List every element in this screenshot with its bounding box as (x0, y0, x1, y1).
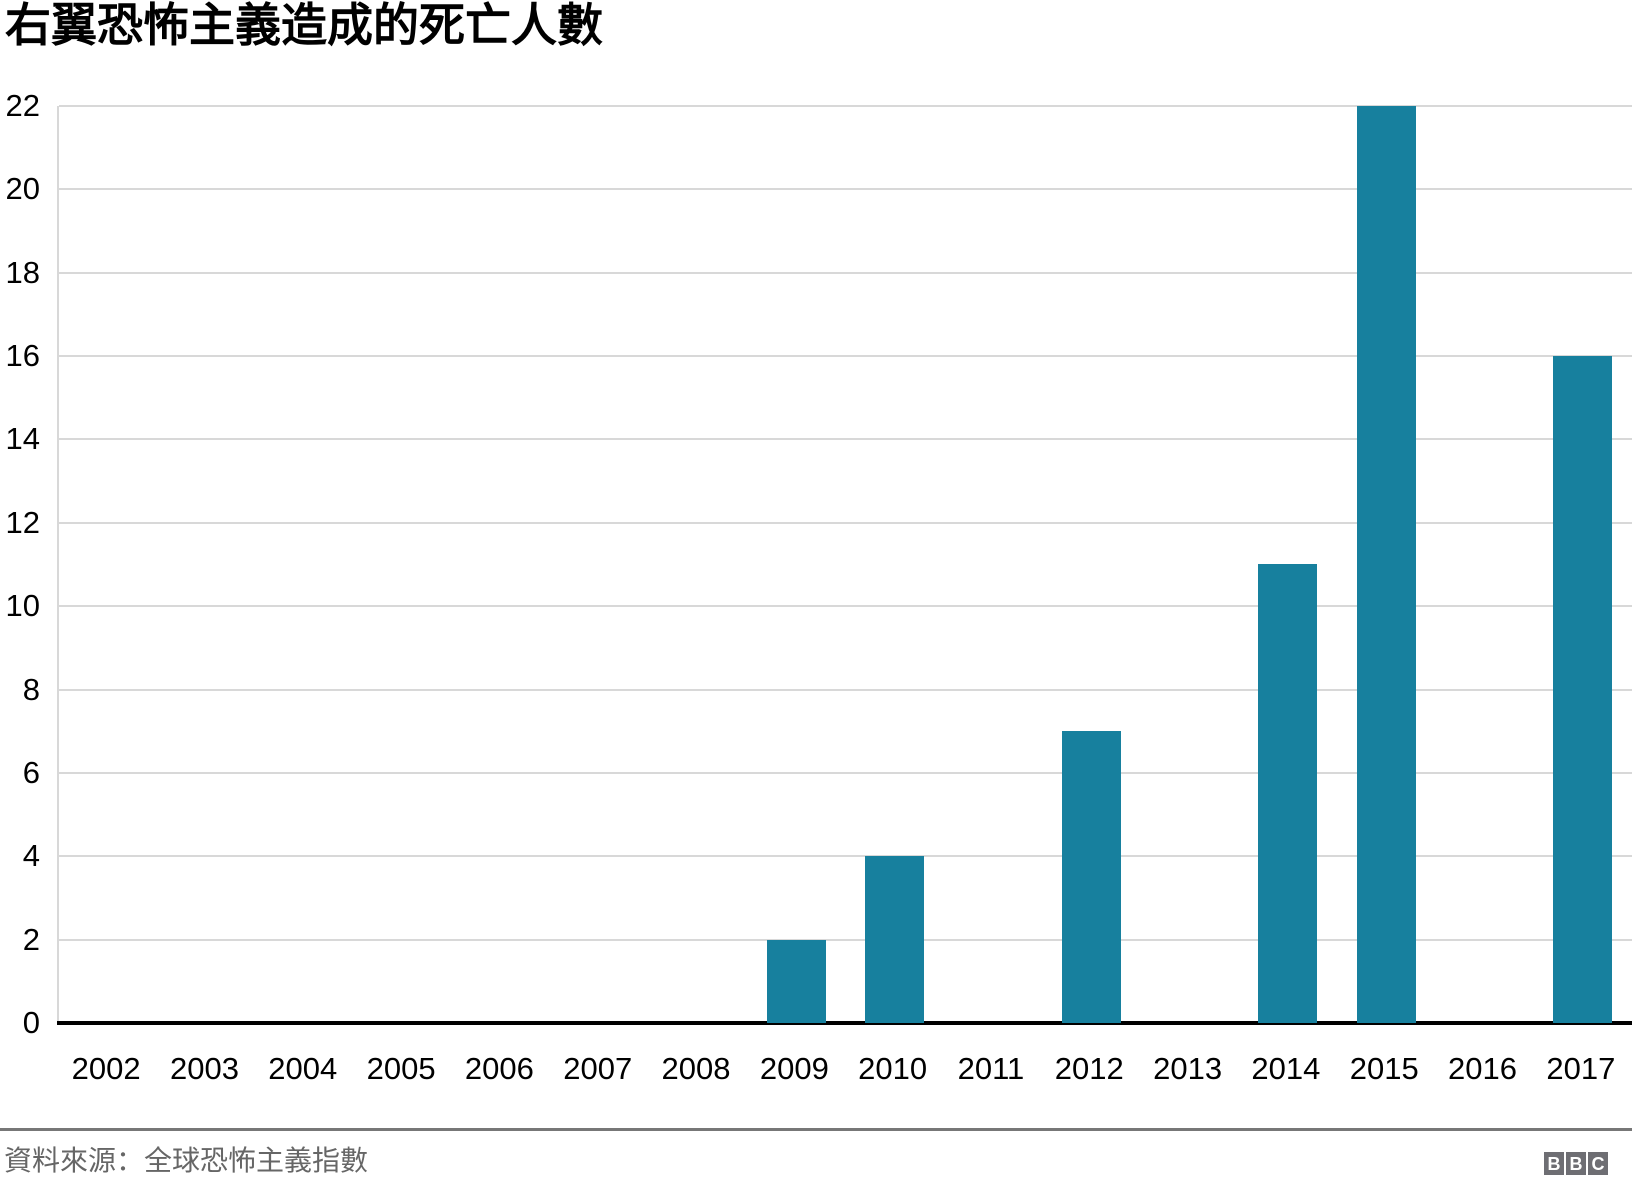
x-tick-label-2017: 2017 (1546, 1051, 1616, 1086)
x-tick-label-2010: 2010 (858, 1051, 928, 1086)
x-axis-line (57, 1021, 1632, 1025)
gridline-10 (59, 605, 1632, 608)
x-tick-label-2015: 2015 (1349, 1051, 1419, 1086)
y-tick-label-4: 4 (22, 838, 40, 874)
y-tick-label-10: 10 (5, 588, 40, 624)
x-tick-label-2004: 2004 (268, 1051, 338, 1086)
y-tick-label-0: 0 (22, 1005, 40, 1040)
y-tick-label-14: 14 (5, 421, 40, 457)
x-tick-label-2007: 2007 (563, 1051, 633, 1086)
bar-2017 (1553, 356, 1612, 1023)
x-tick-label-2013: 2013 (1153, 1051, 1223, 1086)
gridline-4 (59, 855, 1632, 858)
x-tick-label-2002: 2002 (71, 1051, 141, 1086)
x-tick-label-2012: 2012 (1054, 1051, 1124, 1086)
y-tick-label-6: 6 (22, 754, 40, 790)
gridline-22 (59, 105, 1632, 107)
gridline-20 (59, 188, 1632, 191)
gridline-8 (59, 688, 1632, 691)
gridline-12 (59, 521, 1632, 524)
x-tick-label-2011: 2011 (957, 1051, 1025, 1086)
bbc-logo-letter-c: C (1588, 1152, 1608, 1175)
x-tick-label-2009: 2009 (759, 1051, 829, 1086)
gridline-2 (59, 938, 1632, 941)
y-tick-label-22: 22 (5, 88, 40, 123)
bar-2012 (1062, 731, 1121, 1023)
bar-2009 (767, 940, 826, 1023)
y-tick-label-16: 16 (5, 338, 40, 374)
x-tick-label-2016: 2016 (1448, 1051, 1518, 1086)
footer-divider (0, 1128, 1632, 1131)
x-tick-label-2006: 2006 (464, 1051, 534, 1086)
plot-area (57, 105, 1632, 1025)
gridline-16 (59, 355, 1632, 358)
gridline-6 (59, 771, 1632, 774)
y-tick-label-20: 20 (5, 171, 40, 207)
y-tick-label-12: 12 (5, 504, 40, 540)
bar-2014 (1258, 564, 1317, 1023)
gridline-14 (59, 438, 1632, 441)
y-tick-label-8: 8 (22, 671, 40, 707)
y-tick-label-2: 2 (22, 921, 40, 957)
bbc-logo-letter-b2: B (1566, 1152, 1586, 1175)
x-tick-label-2014: 2014 (1251, 1051, 1321, 1086)
y-tick-label-18: 18 (5, 254, 40, 290)
x-tick-label-2008: 2008 (661, 1051, 731, 1086)
bar-2010 (865, 856, 924, 1023)
source-text: 資料來源：全球恐怖主義指數 (4, 1145, 369, 1176)
bbc-logo: B B C (1544, 1152, 1608, 1175)
chart-title: 右翼恐怖主義造成的死亡人數 (5, 0, 603, 51)
bar-2015 (1357, 106, 1416, 1023)
bbc-logo-letter-b1: B (1544, 1152, 1564, 1175)
x-tick-label-2003: 2003 (169, 1051, 239, 1086)
gridline-18 (59, 271, 1632, 274)
x-tick-label-2005: 2005 (366, 1051, 436, 1086)
